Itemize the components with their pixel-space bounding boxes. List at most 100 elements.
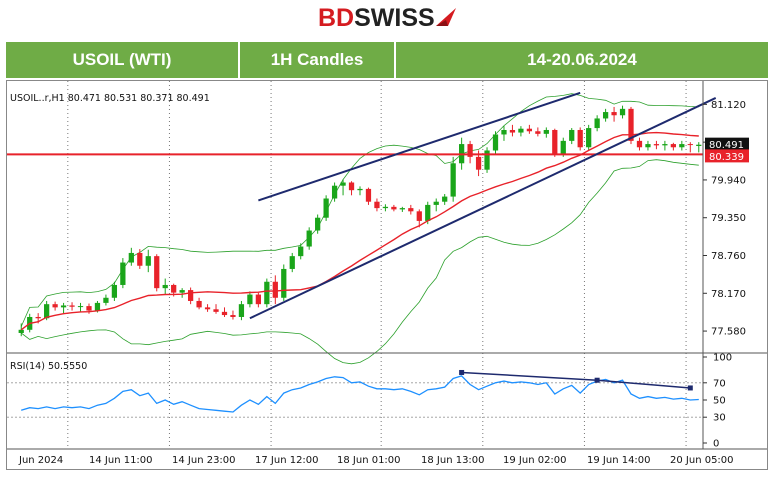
candle-body — [408, 208, 414, 212]
candle-body — [475, 156, 482, 170]
current-price-label: 80.491 — [709, 140, 744, 151]
time-tick-label: 20 Jun 05:00 — [670, 455, 734, 466]
lower-band-line — [20, 159, 699, 365]
candle-body — [492, 134, 499, 151]
candle-body — [171, 284, 177, 293]
candle-body — [230, 315, 236, 317]
time-tick-label: 18 Jun 13:00 — [421, 455, 485, 466]
candle-body — [442, 196, 448, 202]
candle-body — [433, 201, 439, 205]
candle-body — [636, 140, 643, 148]
time-tick-label: 19 Jun 02:00 — [503, 455, 567, 466]
candle-body — [179, 290, 185, 293]
rsi-title: RSI(14) 50.5550 — [10, 361, 87, 372]
candle-body — [298, 246, 304, 257]
candle-body — [323, 198, 329, 218]
candle-body — [518, 128, 524, 133]
brand-wordmark: BDSWISS — [318, 4, 435, 32]
candle-body — [204, 307, 211, 310]
candle-body — [569, 129, 575, 141]
price-chart: USOIL..r,H1 80.471 80.531 80.371 80.491 8… — [7, 81, 767, 466]
candle-body — [399, 208, 405, 210]
candle-body — [145, 256, 151, 266]
candle-body — [128, 252, 134, 263]
rsi-tick-label: 100 — [713, 353, 732, 364]
candle-body — [602, 112, 609, 119]
brand-arrow-icon — [436, 8, 456, 26]
candle-body — [315, 217, 321, 231]
candle-body — [416, 211, 422, 221]
rsi-tick-label: 30 — [713, 413, 726, 424]
candle-body — [501, 129, 507, 135]
header-symbol: USOIL (WTI) — [6, 42, 240, 78]
candle-body — [484, 150, 490, 170]
candle-body — [365, 188, 372, 202]
candle-body — [425, 204, 431, 221]
price-tick-label: 78.170 — [711, 289, 746, 300]
candle-body — [594, 118, 600, 129]
candle-body — [543, 129, 549, 134]
time-tick-label: 17 Jun 12:00 — [255, 455, 319, 466]
candle-body — [382, 206, 389, 209]
candle-body — [281, 268, 287, 298]
time-tick-label: 19 Jun 14:00 — [587, 455, 651, 466]
candle-body — [340, 182, 346, 186]
price-chart-title: USOIL..r,H1 80.471 80.531 80.371 80.491 — [10, 93, 210, 104]
candle-body — [653, 144, 660, 146]
candle-body — [679, 144, 685, 148]
candle-body — [535, 131, 541, 134]
candle-body — [60, 305, 67, 308]
upper-trendline — [258, 91, 581, 202]
price-tick-label: 79.940 — [711, 175, 746, 186]
rsi-tick-label: 70 — [713, 378, 726, 389]
candle-body — [94, 302, 101, 311]
time-tick-label: 14 Jun 11:00 — [89, 455, 153, 466]
rsi-divergence-point — [687, 385, 693, 391]
price-tick-label: 81.120 — [711, 100, 746, 111]
candle-body — [162, 284, 168, 289]
price-tick-label: 78.760 — [711, 251, 746, 262]
candle-body — [137, 252, 143, 266]
candle-body — [450, 163, 456, 197]
rsi-divergence-point — [594, 377, 600, 383]
candle-body — [628, 108, 634, 141]
candle-body — [35, 316, 41, 319]
header-dates: 14-20.06.2024 — [527, 50, 637, 69]
candle-body — [247, 294, 253, 305]
candle-body — [619, 108, 626, 116]
candle-body — [509, 129, 516, 133]
time-tick-label: Jun 2024 — [18, 455, 63, 466]
candle-body — [306, 230, 312, 247]
candle-body — [213, 309, 219, 312]
candle-body — [272, 281, 278, 298]
candle-body — [196, 300, 202, 308]
lower-trendline — [249, 97, 717, 320]
candle-body — [391, 206, 397, 210]
price-tick-label: 79.350 — [711, 213, 746, 224]
rsi-divergence-line — [461, 371, 691, 389]
rsi-tick-label: 50 — [713, 396, 726, 407]
time-tick-label: 14 Jun 23:00 — [172, 455, 236, 466]
candle-body — [154, 256, 160, 289]
candle-body — [662, 144, 668, 146]
candle-body — [238, 304, 245, 317]
candle-body — [255, 294, 261, 305]
candle-body — [611, 112, 617, 116]
candle-body — [526, 128, 533, 132]
candle-body — [687, 144, 693, 146]
header-bar: USOIL (WTI) 1H Candles 14-20.06.2024 — [6, 42, 768, 78]
price-tick-label: 77.580 — [711, 327, 746, 338]
candle-body — [586, 128, 592, 148]
candle-body — [103, 297, 109, 303]
candle-body — [69, 305, 75, 307]
brand-logo: BDSWISS — [0, 0, 780, 40]
candle-body — [77, 306, 84, 308]
candle-body — [357, 188, 363, 191]
candle-body — [331, 185, 338, 199]
candle-body — [187, 290, 194, 301]
candle-body — [670, 144, 676, 148]
candle-body — [18, 329, 24, 333]
candle-body — [120, 262, 126, 285]
candle-body — [264, 281, 270, 305]
candle-body — [467, 144, 473, 157]
